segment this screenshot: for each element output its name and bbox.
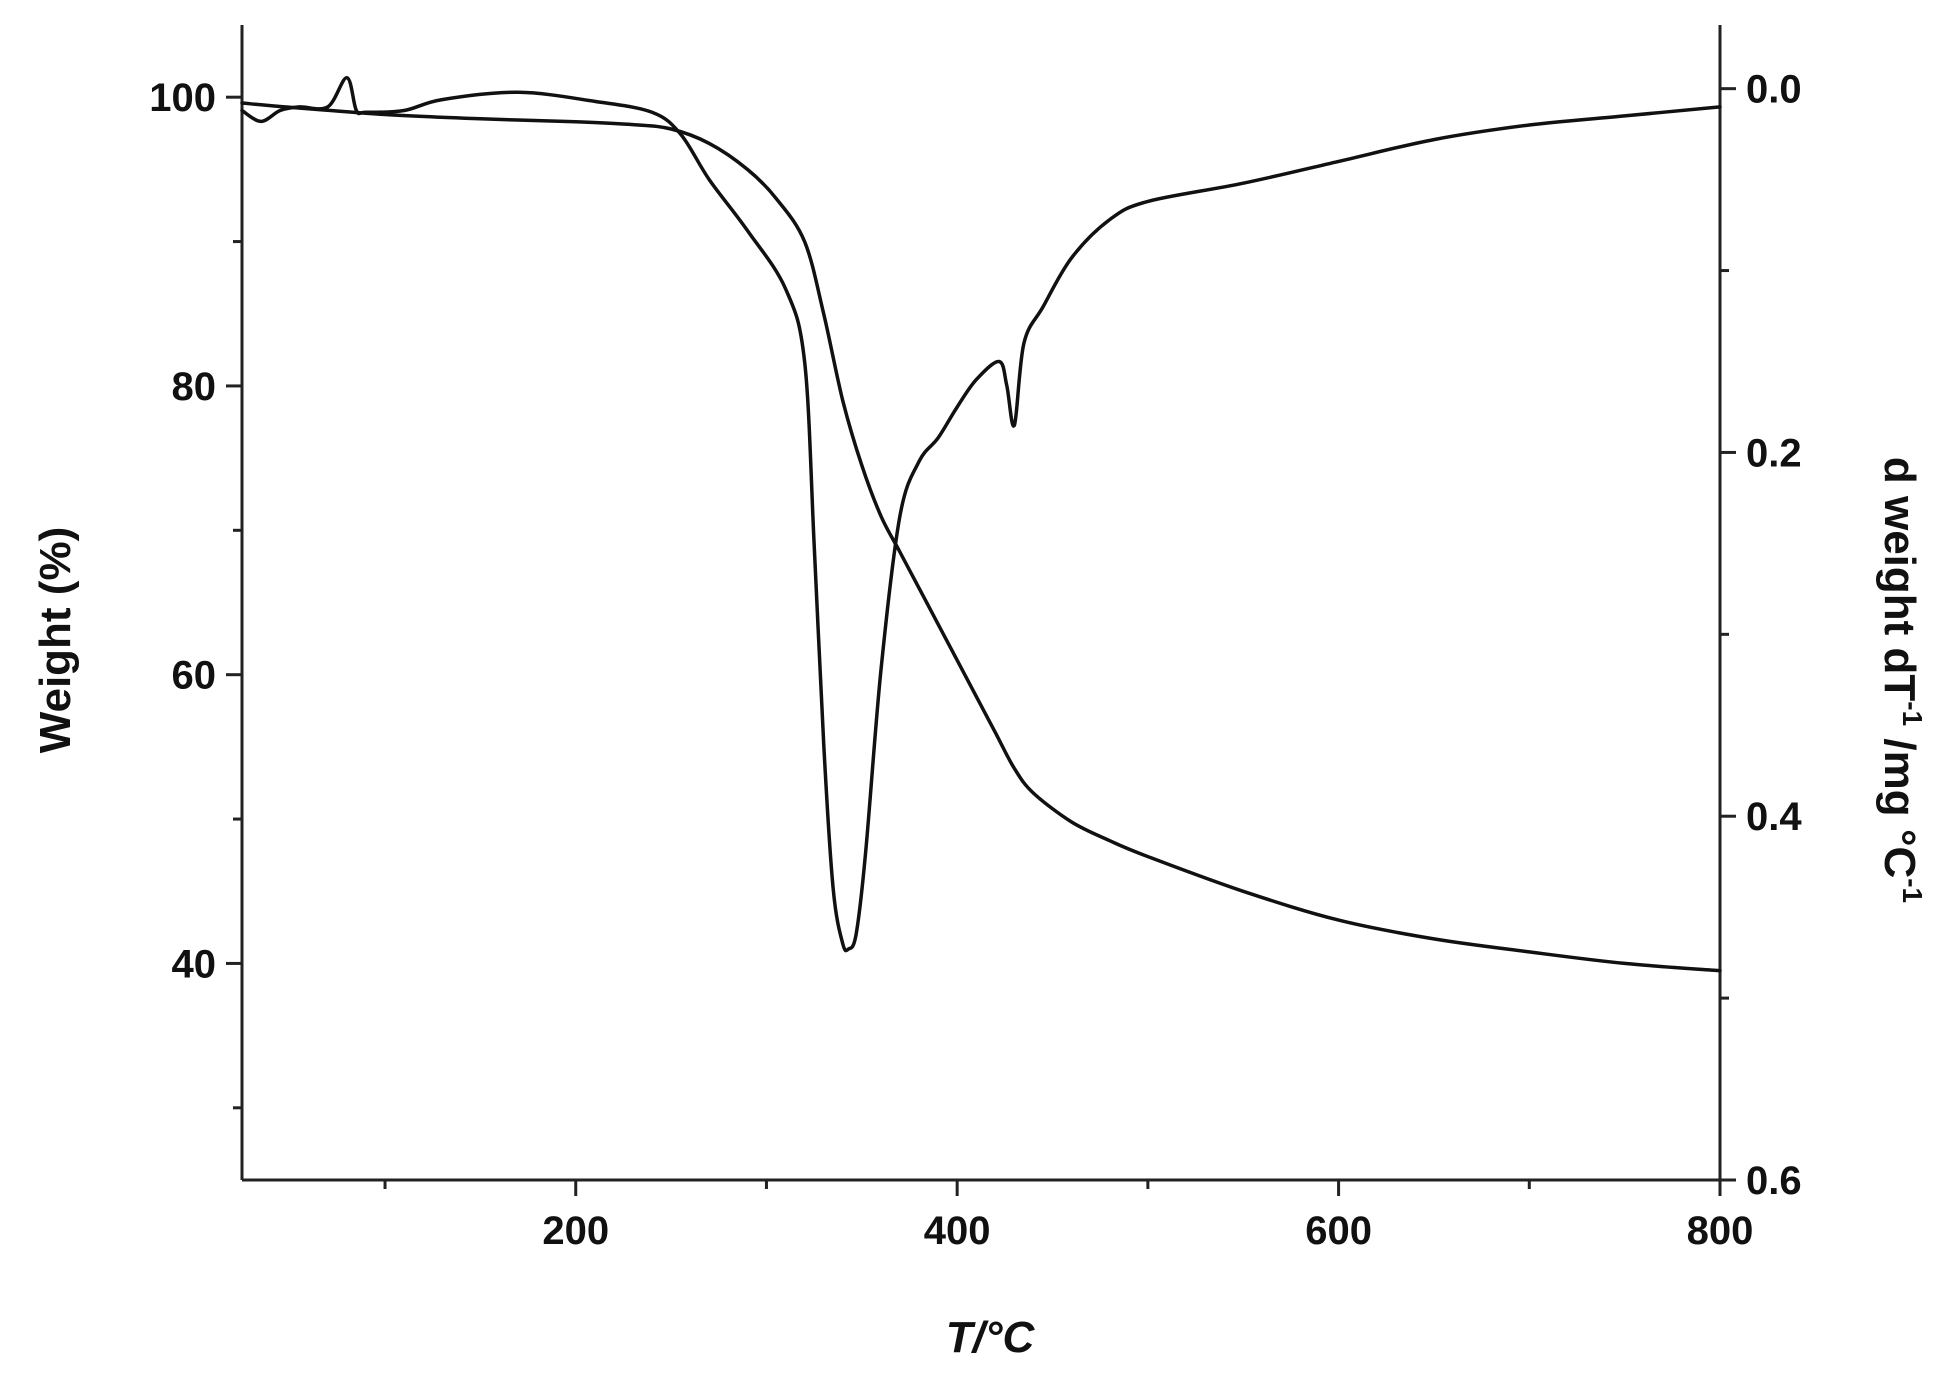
left-tick-label: 80 [172, 365, 217, 409]
x-axis: 200 400 600 800 [383, 1180, 1754, 1253]
plot-frame [240, 25, 1722, 1182]
plot-curves [240, 75, 1722, 973]
dtg-curve [240, 75, 1722, 953]
left-tick-label: 40 [172, 942, 217, 986]
right-tick-label: 0.2 [1746, 431, 1802, 475]
left-y-axis-title: Weight (%) [31, 527, 80, 754]
right-tick-label: 0.4 [1746, 795, 1802, 839]
right-title-part-2: /mg °C [1875, 726, 1924, 878]
x-tick-label: 800 [1687, 1209, 1754, 1253]
tga-weight-curve [240, 101, 1722, 973]
right-title-superscript-1: -1 [1897, 701, 1928, 726]
right-tick-label: 0.0 [1746, 68, 1802, 112]
left-y-axis: 40 60 80 100 [149, 76, 242, 1110]
left-tick-label: 100 [149, 76, 216, 120]
x-tick-label: 200 [542, 1209, 609, 1253]
right-y-axis-title: d weight dT-1 /mg °C-1 [1875, 457, 1928, 903]
x-axis-title: T/°C [946, 1313, 1036, 1362]
right-tick-label: 0.6 [1746, 1159, 1802, 1203]
left-tick-label: 60 [172, 654, 217, 698]
x-tick-label: 400 [924, 1209, 991, 1253]
x-tick-label: 600 [1305, 1209, 1372, 1253]
right-y-axis: 0.0 0.2 0.4 0.6 [1720, 68, 1802, 1203]
right-title-part-1: d weight dT [1875, 457, 1924, 702]
right-title-superscript-2: -1 [1897, 878, 1928, 903]
